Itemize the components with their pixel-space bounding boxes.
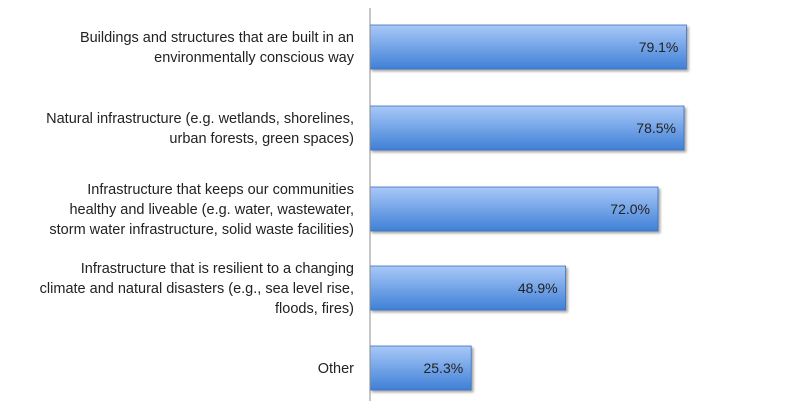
category-label-4-line-3: floods, fires) bbox=[275, 301, 354, 317]
value-label-4: 48.9% bbox=[518, 280, 558, 296]
bar-2 bbox=[369, 105, 685, 151]
category-label-3-line-1: Infrastructure that keeps our communitie… bbox=[87, 182, 354, 198]
bar-3 bbox=[369, 186, 659, 232]
category-label-1-line-2: environmentally conscious way bbox=[154, 50, 355, 66]
category-label-3-line-3: storm water infrastructure, solid waste … bbox=[49, 222, 354, 238]
value-label-5: 25.3% bbox=[423, 360, 463, 376]
category-label-4-line-1: Infrastructure that is resilient to a ch… bbox=[81, 261, 354, 277]
bar-1 bbox=[369, 24, 687, 70]
value-label-2: 78.5% bbox=[636, 120, 676, 136]
category-label-5-line-1: Other bbox=[318, 361, 354, 377]
value-label-1: 79.1% bbox=[639, 39, 679, 55]
value-label-3: 72.0% bbox=[610, 201, 650, 217]
category-label-2-line-2: urban forests, green spaces) bbox=[169, 131, 354, 147]
category-label-4-line-2: climate and natural disasters (e.g., sea… bbox=[40, 281, 354, 297]
bars-group bbox=[369, 24, 687, 391]
category-label-2-line-1: Natural infrastructure (e.g. wetlands, s… bbox=[46, 111, 354, 127]
value-labels: 79.1% 78.5% 72.0% 48.9% 25.3% bbox=[423, 39, 678, 376]
category-label-3-line-2: healthy and liveable (e.g. water, wastew… bbox=[69, 202, 354, 218]
bar-5 bbox=[369, 345, 472, 391]
category-labels: Buildings and structures that are built … bbox=[40, 30, 355, 377]
bar-4 bbox=[369, 265, 567, 311]
category-label-1-line-1: Buildings and structures that are built … bbox=[80, 30, 354, 46]
